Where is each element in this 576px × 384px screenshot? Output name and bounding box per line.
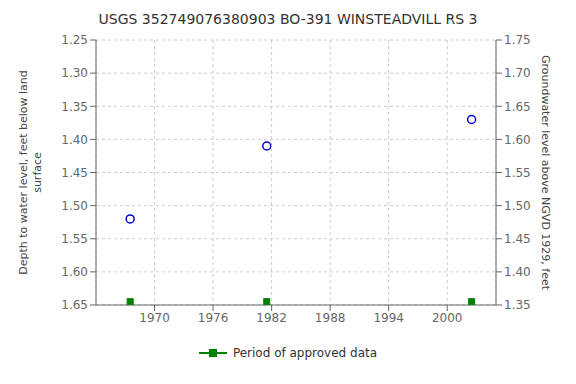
svg-text:1.55: 1.55 (504, 166, 531, 180)
svg-text:1976: 1976 (198, 311, 229, 325)
svg-text:1988: 1988 (315, 311, 346, 325)
svg-text:1.30: 1.30 (61, 66, 88, 80)
svg-text:Depth to water level, feet bel: Depth to water level, feet below landsur… (17, 70, 43, 275)
svg-text:1.35: 1.35 (504, 298, 531, 312)
svg-text:1.40: 1.40 (504, 265, 531, 279)
svg-text:1.75: 1.75 (504, 33, 531, 47)
svg-text:1982: 1982 (256, 311, 287, 325)
svg-text:1.60: 1.60 (504, 133, 531, 147)
html-text:USGS 352749076380903 BO-391 WI: USGS 352749076380903 BO-391 WINSTEADVILL… (98, 11, 478, 27)
svg-text:1.25: 1.25 (61, 33, 88, 47)
svg-text:1.70: 1.70 (504, 66, 531, 80)
svg-text:1.45: 1.45 (61, 166, 88, 180)
svg-text:1.65: 1.65 (504, 100, 531, 114)
svg-text:1.45: 1.45 (504, 232, 531, 246)
svg-text:1.50: 1.50 (61, 199, 88, 213)
svg-text:1.50: 1.50 (504, 199, 531, 213)
svg-text:1.60: 1.60 (61, 265, 88, 279)
svg-text:1994: 1994 (373, 311, 404, 325)
svg-text:1.35: 1.35 (61, 100, 88, 114)
svg-text:1970: 1970 (139, 311, 170, 325)
svg-text:1.40: 1.40 (61, 133, 88, 147)
svg-text:Groundwater level above NGVD 1: Groundwater level above NGVD 1929, feet (540, 55, 553, 291)
html-text:Period of approved data: Period of approved data (232, 346, 378, 360)
svg-text:1.55: 1.55 (61, 232, 88, 246)
svg-text:1.65: 1.65 (61, 298, 88, 312)
svg-text:2000: 2000 (432, 311, 463, 325)
